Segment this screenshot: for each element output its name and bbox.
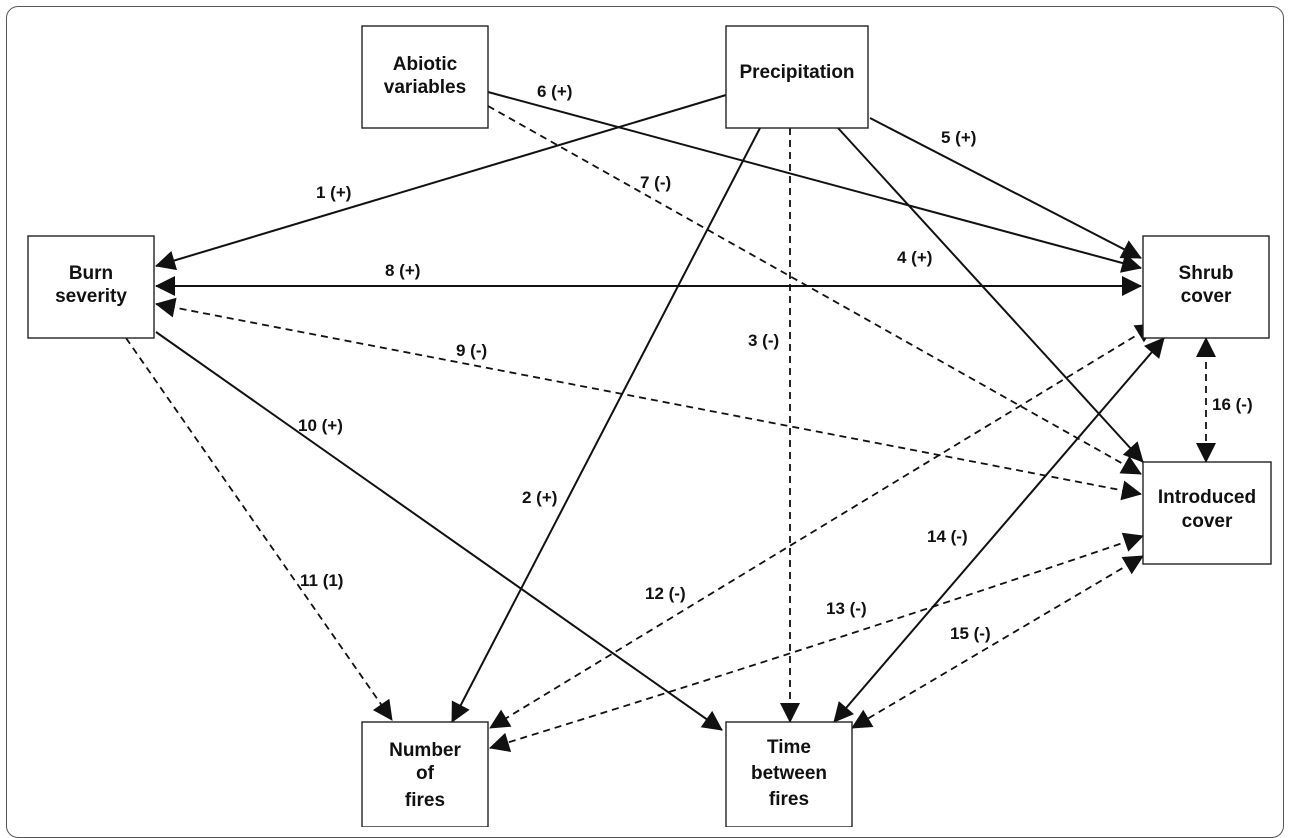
edge-label-4: 4 (+) [897,248,932,267]
edge-label-1: 1 (+) [316,183,351,202]
edge-1-precip-burn [155,94,727,271]
node-number-of-fires: Number of fires [361,721,489,827]
edge-13-introduced-number [489,532,1144,752]
node-shrub-line1: Shrub [1179,263,1234,284]
node-time-line1: Time [767,737,811,758]
edge-11-burn-number [125,337,393,721]
edge-10-burn-time [155,331,723,731]
node-burn-severity: Burn severity [27,235,155,339]
edge-label-10: 10 (+) [298,416,343,435]
node-introduced-line1: Introduced [1158,487,1256,508]
edge-labels: 1 (+) 2 (+) 3 (-) 4 (+) 5 (+) 6 (+) 7 (-… [298,82,1253,643]
edge-label-14: 14 (-) [927,527,968,546]
node-shrub-cover: Shrub cover [1142,235,1270,339]
edge-label-8: 8 (+) [385,261,420,280]
edge-label-15: 15 (-) [950,624,991,643]
node-number-line2: of [416,763,435,784]
node-burn-line2: severity [55,286,127,307]
edge-5-precip-shrub [869,117,1142,259]
node-time-between-fires: Time between fires [725,721,853,827]
node-number-line1: Number [389,740,461,761]
node-abiotic-line2: variables [384,77,466,98]
edge-label-9: 9 (-) [456,341,487,360]
edge-14-shrub-time [833,337,1165,723]
node-introduced-line2: cover [1182,511,1233,532]
edge-label-5: 5 (+) [941,128,976,147]
node-shrub-line2: cover [1181,286,1232,307]
edge-label-11: 11 (1) [300,571,343,590]
edge-12-shrub-number [489,323,1156,729]
node-time-line3: fires [769,789,809,810]
node-precipitation: Precipitation [725,25,869,129]
node-introduced-cover: Introduced cover [1142,461,1272,565]
edges [125,91,1216,752]
edge-6-abiotic-shrub [487,91,1142,273]
edge-label-3: 3 (-) [748,331,779,350]
edge-label-16: 16 (-) [1212,395,1253,414]
edge-4-precip-introduced [837,127,1144,463]
node-abiotic-line1: Abiotic [393,54,458,75]
edge-label-2: 2 (+) [522,488,557,507]
edge-15-introduced-time [851,555,1144,729]
edge-label-12: 12 (-) [645,584,686,603]
edge-label-13: 13 (-) [826,599,867,618]
edge-label-7: 7 (-) [640,173,671,192]
edge-9-burn-introduced [155,297,1142,501]
edge-7-abiotic-introduced [487,105,1142,475]
edge-2-precip-number [451,127,761,723]
node-precipitation-label: Precipitation [739,62,854,83]
edge-label-6: 6 (+) [537,82,572,101]
node-time-line2: between [751,763,827,784]
node-abiotic-variables: Abiotic variables [361,25,489,129]
node-burn-line1: Burn [69,263,113,284]
node-number-line3: fires [405,790,445,811]
